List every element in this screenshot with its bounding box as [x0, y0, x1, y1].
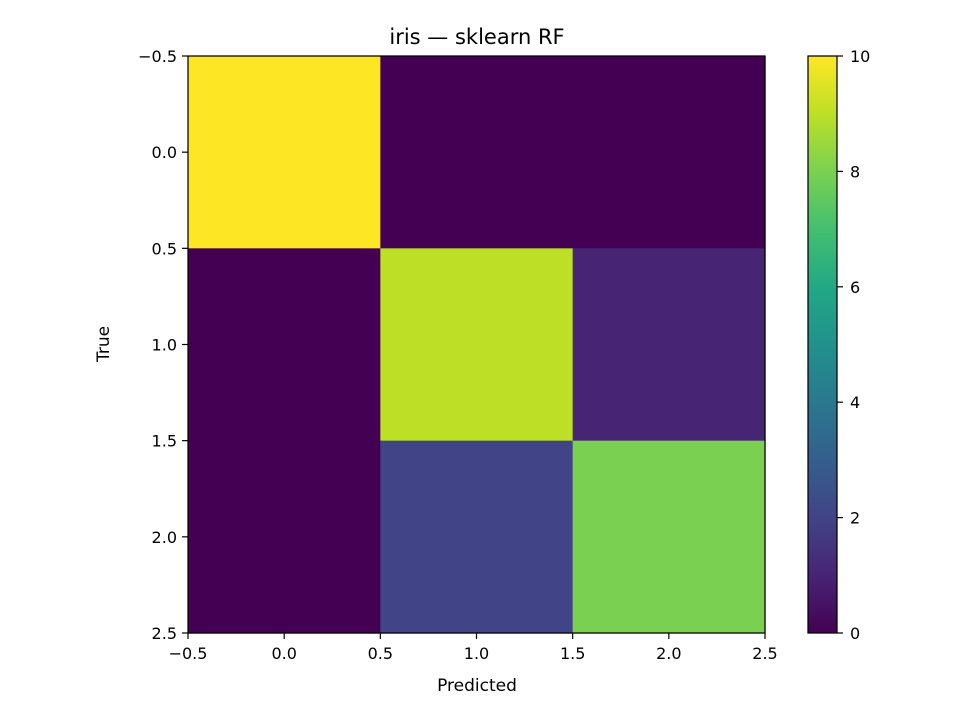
colorbar-tick-label: 2	[850, 509, 860, 528]
x-tick-label: 2.0	[656, 644, 681, 663]
heatmap-cell-2-1	[380, 440, 574, 634]
y-tick-label: 2.0	[152, 528, 177, 547]
colorbar-axis: 0 2 4 6 8 10	[837, 47, 870, 643]
x-tick-label: 0.5	[368, 644, 393, 663]
heatmap-cell-2-0	[188, 440, 381, 634]
heatmap-cell-2-2	[572, 440, 766, 634]
x-tick-label: −0.5	[169, 644, 208, 663]
heatmap-cells	[188, 56, 766, 634]
y-tick-label: 1.5	[152, 432, 177, 451]
colorbar-tick-label: 6	[850, 278, 860, 297]
colorbar-tick-label: 8	[850, 162, 860, 181]
heatmap-cell-1-2	[572, 248, 766, 442]
y-axis: −0.5 0.0 0.5 1.0 1.5 2.0 2.5	[138, 47, 188, 643]
y-tick-label: −0.5	[138, 47, 177, 66]
y-tick-label: 0.5	[152, 239, 177, 258]
heatmap-cell-0-2	[572, 56, 766, 249]
y-tick-label: 1.0	[152, 336, 177, 355]
colorbar	[807, 55, 838, 634]
x-tick-label: 2.5	[752, 644, 777, 663]
heatmap-cell-0-1	[380, 56, 574, 249]
colorbar-tick-label: 10	[850, 47, 870, 66]
x-tick-label: 0.0	[271, 644, 296, 663]
y-tick-label: 2.5	[152, 624, 177, 643]
colorbar-tick-label: 4	[850, 393, 860, 412]
y-tick-label: 0.0	[152, 143, 177, 162]
chart-title: iris — sklearn RF	[389, 25, 564, 49]
y-axis-label: True	[94, 326, 114, 363]
colorbar-tick-label: 0	[850, 624, 860, 643]
x-tick-label: 1.5	[560, 644, 585, 663]
x-tick-label: 1.0	[464, 644, 489, 663]
x-axis-label: Predicted	[437, 676, 517, 696]
heatmap-cell-0-0	[188, 56, 381, 249]
heatmap-cell-1-0	[188, 248, 381, 442]
heatmap-cell-1-1	[380, 248, 574, 442]
x-axis: −0.5 0.0 0.5 1.0 1.5 2.0 2.5	[169, 633, 778, 663]
